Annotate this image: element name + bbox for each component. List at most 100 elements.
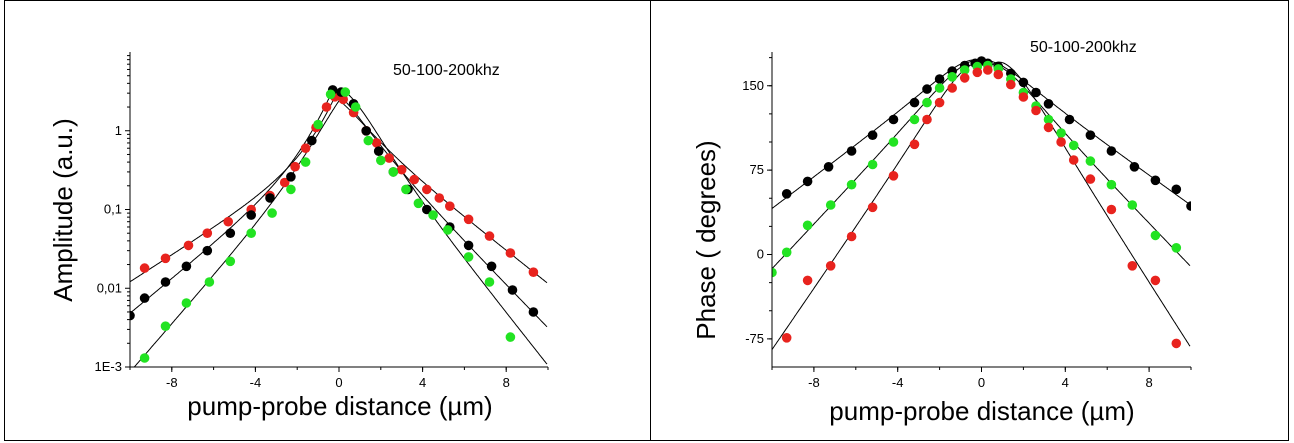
data-point-series-1 [139, 263, 150, 273]
data-point-series-2 [934, 83, 945, 93]
data-point-series-3 [350, 102, 361, 112]
fit-line-1 [772, 59, 1191, 209]
data-point-series-1 [922, 84, 932, 94]
amplitude-chart: -8 -4 0 4 8 1E-3 0,01 0,1 1 pump-probe distance (… [48, 52, 549, 421]
data-point-series-1 [1064, 114, 1075, 125]
x-tick-label: 4 [1062, 375, 1069, 390]
data-point-series-1 [160, 253, 171, 264]
data-point-series-1 [202, 228, 213, 238]
data-point-series-3 [922, 114, 932, 125]
y-tick-label: 75 [750, 162, 764, 177]
data-point-series-3 [484, 277, 495, 287]
data-point-series-1 [338, 94, 349, 105]
data-point-series-3 [781, 333, 792, 343]
data-point-series-2 [867, 159, 878, 170]
data-point-series-3 [802, 275, 813, 286]
data-point-series-2 [1056, 128, 1066, 138]
data-point-series-3 [959, 73, 970, 83]
data-point-series-3 [139, 353, 150, 363]
x-tick-label: -4 [892, 375, 904, 390]
data-point-series-3 [313, 119, 323, 130]
data-point-series-1 [505, 248, 516, 258]
data-point-series-2 [772, 267, 777, 278]
data-point-series-1 [422, 184, 432, 195]
data-point-series-3 [246, 228, 256, 238]
data-points [130, 85, 539, 363]
data-point-series-1 [300, 143, 311, 153]
data-point-series-2 [781, 247, 792, 258]
data-point-series-2 [307, 135, 317, 146]
fit-line-3 [133, 91, 548, 367]
data-point-series-3 [934, 97, 945, 108]
data-point-series-2 [361, 126, 372, 136]
data-point-series-1 [321, 102, 332, 112]
data-point-series-1 [371, 138, 382, 148]
fit-line-2 [772, 59, 1191, 270]
data-point-series-1 [396, 164, 407, 175]
data-point-series-2 [922, 97, 932, 108]
data-point-series-2 [846, 179, 857, 190]
data-point-series-2 [1171, 243, 1182, 253]
y-axis-title: Phase ( degrees) [691, 140, 721, 339]
data-point-series-2 [802, 220, 813, 231]
data-point-series-3 [505, 332, 516, 342]
data-point-series-1 [279, 177, 290, 188]
y-tick-label: 0,01 [97, 280, 122, 295]
data-point-series-3 [376, 155, 386, 166]
x-tick-label: -4 [250, 375, 262, 390]
data-point-series-3 [463, 252, 474, 262]
data-point-series-2 [463, 240, 474, 251]
data-point-series-1 [484, 231, 495, 241]
data-point-series-3 [363, 135, 374, 146]
data-point-series-2 [1150, 230, 1161, 241]
data-point-series-1 [183, 240, 194, 251]
data-point-series-2 [202, 245, 213, 256]
data-point-series-1 [867, 130, 878, 140]
data-point-series-2 [373, 146, 384, 156]
data-point-series-3 [1056, 137, 1066, 147]
data-point-series-3 [204, 277, 215, 287]
data-points [772, 56, 1191, 349]
y-tick-label: 1 [115, 123, 122, 138]
data-point-series-2 [286, 172, 296, 182]
x-tick-label: -8 [808, 375, 820, 390]
x-tick-label: 8 [1145, 375, 1152, 390]
x-tick-label: -8 [166, 375, 178, 390]
data-point-series-3 [181, 298, 192, 308]
data-point-series-3 [1018, 92, 1029, 102]
data-point-series-3 [1006, 79, 1016, 90]
y-tick-label: 1E-3 [95, 359, 122, 374]
data-point-series-2 [422, 204, 432, 215]
data-point-series-2 [888, 137, 899, 147]
data-point-series-1 [223, 216, 233, 227]
data-point-series-1 [802, 176, 813, 187]
data-point-series-3 [428, 210, 438, 220]
data-point-series-1 [409, 174, 420, 185]
data-point-series-2 [225, 228, 236, 238]
data-point-series-1 [846, 146, 857, 156]
x-axis-title: pump-probe distance (µm) [829, 396, 1134, 426]
data-point-series-1 [1129, 162, 1140, 172]
data-point-series-2 [825, 200, 836, 210]
y-tick-label: 0,1 [104, 202, 122, 217]
data-point-series-2 [528, 307, 539, 317]
data-point-series-3 [267, 208, 277, 218]
y-tick-label: -75 [745, 331, 764, 346]
data-point-series-2 [130, 310, 135, 321]
data-point-series-1 [888, 114, 899, 125]
data-point-series-3 [888, 171, 899, 181]
data-point-series-1 [434, 193, 445, 203]
data-point-series-2 [486, 261, 497, 272]
data-point-series-3 [160, 321, 171, 332]
x-tick-label: 4 [419, 375, 426, 390]
data-point-series-3 [1150, 275, 1161, 286]
data-point-series-2 [160, 277, 171, 287]
data-point-series-1 [1043, 99, 1054, 109]
data-point-series-2 [246, 210, 256, 220]
data-point-series-3 [846, 231, 857, 242]
data-point-series-1 [290, 161, 300, 172]
data-point-series-3 [1106, 204, 1117, 215]
data-point-series-3 [867, 202, 878, 213]
data-point-series-1 [384, 153, 395, 163]
